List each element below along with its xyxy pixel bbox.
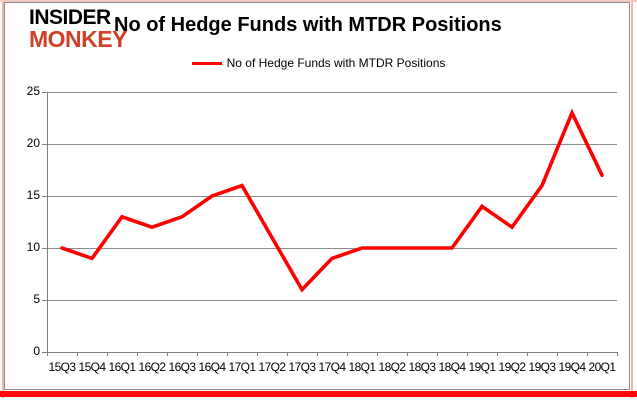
x-tick-label: 15Q3 [48,360,77,374]
y-tick-label: 0 [33,344,40,358]
x-tick-label: 17Q1 [228,360,257,374]
x-tick-label: 20Q1 [588,360,617,374]
image-border-top [0,0,637,2]
x-tick-label: 17Q4 [318,360,347,374]
y-tick-label: 10 [26,240,40,254]
x-tick-label: 16Q2 [138,360,167,374]
x-tick-label: 17Q3 [288,360,317,374]
x-tick-label: 19Q1 [468,360,497,374]
x-tick-label: 19Q3 [528,360,557,374]
y-tick-label: 25 [26,84,40,98]
y-tick-label: 15 [26,188,40,202]
logo-word-insider: INSIDER [29,6,111,29]
bottom-red-bar [0,391,637,397]
legend: No of Hedge Funds with MTDR Positions [0,56,637,70]
x-tick-label: 19Q2 [498,360,527,374]
logo-word-monkey: MONKEY [29,26,127,52]
legend-label: No of Hedge Funds with MTDR Positions [226,56,446,70]
x-tick-label: 18Q2 [378,360,407,374]
x-tick-label: 16Q1 [108,360,137,374]
x-tick-label: 16Q3 [168,360,197,374]
insider-monkey-logo: INSIDER MONKEY [29,6,127,52]
legend-line-swatch [191,61,222,65]
chart-title: No of Hedge Funds with MTDR Positions [114,14,502,36]
y-tick-label: 20 [26,136,40,150]
x-tick-label: 18Q4 [438,360,467,374]
data-line-series [60,108,604,293]
y-tick-label: 5 [33,292,40,306]
x-tick-label: 19Q4 [558,360,587,374]
x-tick-label: 18Q1 [348,360,377,374]
x-tick-label: 17Q2 [258,360,287,374]
x-tick-label: 15Q4 [78,360,107,374]
x-tick-label: 16Q4 [198,360,227,374]
x-tick-label: 18Q3 [408,360,437,374]
